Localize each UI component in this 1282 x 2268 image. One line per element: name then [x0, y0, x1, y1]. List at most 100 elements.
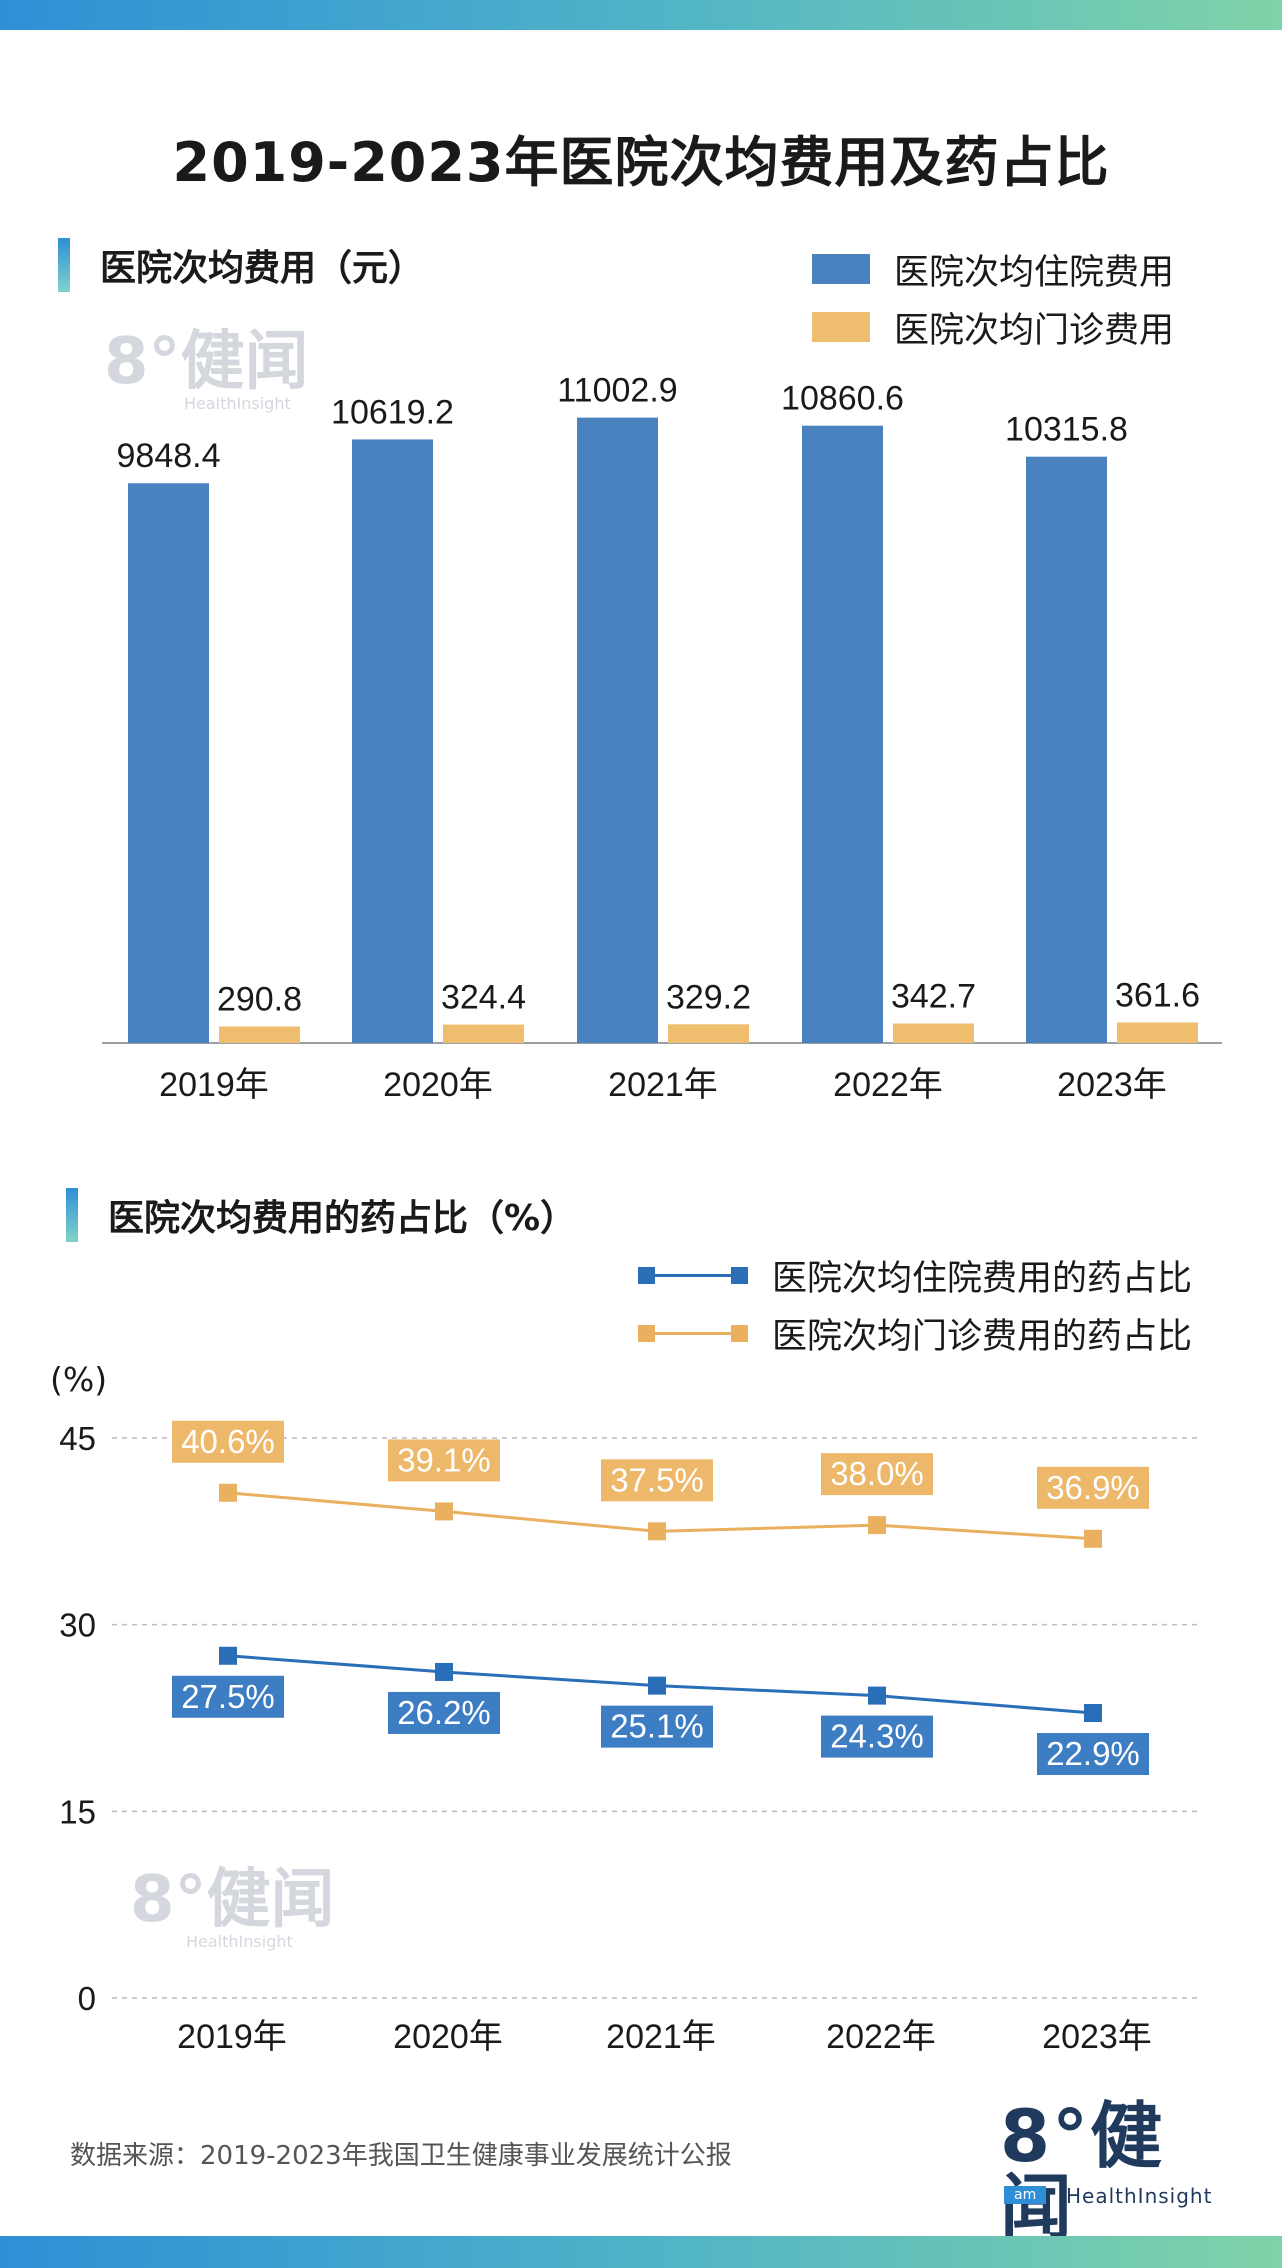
- y-axis-unit-label: (%): [50, 1360, 108, 1399]
- x-tick-label: 2023年: [1042, 2018, 1152, 2056]
- legend-item-inpatient: 医院次均住院费用: [812, 240, 1174, 298]
- legend-item-inpatient-ratio: 医院次均住院费用的药占比: [638, 1246, 1192, 1304]
- logo-text: HealthInsight: [1066, 2184, 1213, 2208]
- data-label-outpatient-ratio: 40.6%: [181, 1423, 275, 1460]
- legend-item-outpatient: 医院次均门诊费用: [812, 298, 1174, 356]
- bar-outpatient: [893, 1023, 974, 1043]
- label-box-inpatient: [601, 1705, 713, 1748]
- x-tick-label: 2022年: [826, 2018, 936, 2056]
- y-tick-label: 45: [59, 1420, 96, 1457]
- bar-inpatient: [352, 439, 433, 1044]
- legend-line-blue: [638, 1260, 748, 1290]
- y-tick-label: 0: [78, 1980, 96, 2017]
- bar-inpatient: [128, 483, 209, 1044]
- legend-swatch-blue: [812, 254, 870, 284]
- bar-outpatient: [668, 1024, 749, 1043]
- data-label-inpatient: 11002.9: [557, 372, 677, 410]
- x-tick-label: 2023年: [1057, 1066, 1167, 1104]
- bar-chart-legend: 医院次均住院费用 医院次均门诊费用: [812, 240, 1174, 356]
- data-label-inpatient: 10315.8: [1005, 411, 1128, 449]
- watermark-text: 8°健闻: [130, 1863, 335, 1937]
- section-accent-bar: [58, 238, 70, 292]
- watermark-subtext: HealthInsight: [184, 394, 291, 413]
- legend-item-outpatient-ratio: 医院次均门诊费用的药占比: [638, 1304, 1192, 1362]
- bar-outpatient: [1117, 1022, 1198, 1043]
- bar-inpatient: [802, 425, 883, 1043]
- watermark-logo: 8°健闻 HealthInsight: [130, 1868, 335, 1951]
- x-tick-label: 2021年: [606, 2018, 716, 2056]
- data-label-inpatient-ratio: 27.5%: [181, 1678, 275, 1715]
- data-label-inpatient: 10619.2: [331, 393, 454, 431]
- x-tick-label: 2022年: [833, 1066, 943, 1104]
- point-inpatient: [648, 1676, 666, 1695]
- data-label-inpatient: 9848.4: [117, 437, 221, 475]
- point-outpatient: [435, 1502, 453, 1521]
- point-inpatient: [868, 1686, 886, 1705]
- legend-label-inpatient-ratio: 医院次均住院费用的药占比: [772, 1258, 1193, 1299]
- legend-label-outpatient-ratio: 医院次均门诊费用的药占比: [772, 1316, 1193, 1357]
- line-chart: 0 15 30 45 27.5% 26.2% 25.1% 24.3% 22.9% 40.6% 39.…: [59, 1420, 1200, 2056]
- bottom-gradient-bar: [0, 2236, 1282, 2268]
- data-label-inpatient-ratio: 26.2%: [397, 1694, 491, 1731]
- legend-label-inpatient: 医院次均住院费用: [894, 252, 1175, 293]
- point-outpatient: [868, 1516, 886, 1535]
- watermark-text: 8°健闻: [104, 325, 309, 399]
- data-label-outpatient: 329.2: [666, 978, 751, 1016]
- legend-swatch-orange: [812, 312, 870, 342]
- line-chart-legend: 医院次均住院费用的药占比 医院次均门诊费用的药占比: [638, 1246, 1192, 1362]
- data-label-inpatient-ratio: 25.1%: [610, 1708, 704, 1745]
- data-label-outpatient-ratio: 38.0%: [830, 1455, 924, 1492]
- point-outpatient: [219, 1483, 237, 1502]
- bar-chart: 9848.4 290.8 2019年 10619.2 324.4 2020年 11002.9…: [102, 372, 1222, 1104]
- section-accent-bar: [66, 1188, 78, 1242]
- data-label-outpatient: 290.8: [217, 980, 302, 1018]
- legend-label-outpatient: 医院次均门诊费用: [894, 310, 1175, 351]
- label-box-inpatient: [172, 1675, 284, 1718]
- label-box-outpatient: [1037, 1466, 1149, 1509]
- data-label-outpatient: 361.6: [1115, 976, 1200, 1014]
- bar-outpatient: [219, 1026, 300, 1043]
- bar-inpatient: [1026, 456, 1107, 1043]
- section-line-chart-title: 医院次均费用的药占比（%）: [108, 1198, 577, 1239]
- label-box-outpatient: [388, 1439, 500, 1482]
- label-box-outpatient: [601, 1459, 713, 1502]
- bar-outpatient: [443, 1024, 524, 1043]
- label-box-inpatient: [1037, 1733, 1149, 1776]
- logo-badge: am: [1004, 2186, 1047, 2204]
- data-label-inpatient-ratio: 22.9%: [1046, 1735, 1140, 1772]
- x-tick-label: 2019年: [159, 1066, 269, 1104]
- label-box-outpatient: [172, 1420, 284, 1463]
- legend-line-orange: [638, 1318, 748, 1348]
- data-label-inpatient-ratio: 24.3%: [830, 1718, 924, 1755]
- data-label-outpatient: 324.4: [441, 979, 526, 1017]
- point-inpatient: [1084, 1704, 1102, 1723]
- x-tick-label: 2019年: [177, 2018, 287, 2056]
- y-tick-label: 30: [59, 1607, 96, 1644]
- section-bar-chart-title: 医院次均费用（元）: [100, 248, 425, 289]
- data-label-outpatient: 342.7: [891, 978, 976, 1016]
- point-outpatient: [648, 1522, 666, 1541]
- y-tick-label: 15: [59, 1793, 96, 1830]
- data-label-outpatient-ratio: 37.5%: [610, 1461, 704, 1498]
- section-line-chart-header: 医院次均费用的药占比（%）: [66, 1188, 576, 1242]
- data-label-outpatient-ratio: 39.1%: [397, 1441, 491, 1478]
- label-box-outpatient: [821, 1453, 933, 1496]
- label-box-inpatient: [821, 1715, 933, 1758]
- point-inpatient: [219, 1646, 237, 1665]
- top-gradient-bar: [0, 0, 1282, 30]
- logo-mark: 8°健闻: [1000, 2094, 1165, 2250]
- point-inpatient: [435, 1662, 453, 1681]
- data-label-inpatient: 10860.6: [781, 380, 904, 418]
- watermark-logo: 8°健闻 HealthInsight: [104, 330, 309, 413]
- x-tick-label: 2021年: [608, 1066, 718, 1104]
- x-tick-label: 2020年: [383, 1066, 493, 1104]
- watermark-subtext: HealthInsight: [186, 1932, 293, 1951]
- section-bar-chart-header: 医院次均费用（元）: [58, 238, 424, 292]
- page-title: 2019-2023年医院次均费用及药占比: [172, 131, 1110, 194]
- data-source-note: 数据来源：2019-2023年我国卫生健康事业发展统计公报: [70, 2141, 732, 2171]
- healthinsight-logo: 8°健闻 am HealthInsight: [1000, 2100, 1230, 2244]
- label-box-inpatient: [388, 1691, 500, 1734]
- x-tick-label: 2020年: [393, 2018, 503, 2056]
- data-label-outpatient-ratio: 36.9%: [1046, 1469, 1140, 1506]
- point-outpatient: [1084, 1529, 1102, 1548]
